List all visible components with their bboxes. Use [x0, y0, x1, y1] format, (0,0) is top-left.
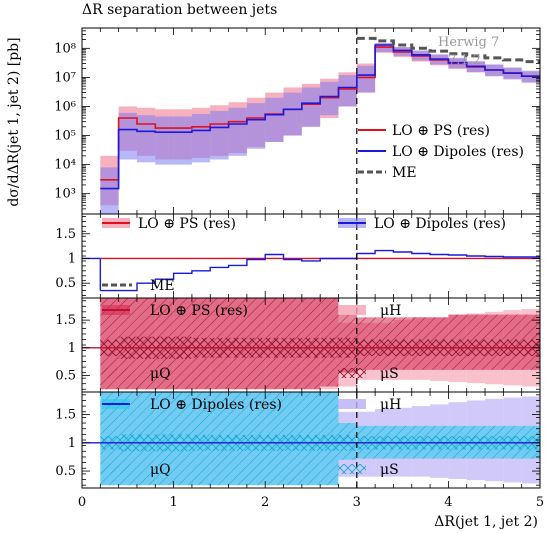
y-tick-label: 1: [68, 341, 76, 356]
main-band-1: [320, 81, 339, 116]
dipole-variations-panel: 0.5 1 1.5 LO ⊕ Dipoles (res) μH μQ μS 0 1 2 3 4 5: [55, 391, 544, 510]
ratio-dipoles-step: [100, 249, 540, 292]
legend-label: LO ⊕ Dipoles (res): [392, 144, 524, 160]
x-tick-label: 5: [536, 495, 544, 510]
main-band-1: [356, 65, 376, 93]
y-tick-label: 10⁵: [54, 129, 76, 144]
legend-mu-s-swatch: [338, 368, 366, 378]
legend-label: LO ⊕ Dipoles (res): [150, 397, 282, 413]
main-band-1: [228, 107, 247, 156]
main-panel: 10³ 10⁴ 10⁵ 10⁶ 10⁷ 10⁸ Herwig 7 7.1.2 LO ⊕ PS (…: [54, 27, 541, 215]
legend-mu-h-swatch: [338, 399, 366, 409]
legend-mu-q-swatch: [102, 464, 130, 474]
y-tick-label: 0.5: [55, 368, 76, 383]
legend-label: μH: [380, 397, 401, 413]
legend-label: μS: [380, 462, 399, 478]
legend-mu-s-swatch: [338, 464, 366, 474]
y-axis-label: dσ/dΔR(jet 1, jet 2) [pb]: [6, 37, 22, 206]
legend-label: μQ: [150, 366, 171, 382]
main-band-1: [283, 92, 302, 136]
y-tick-label: 1: [68, 251, 76, 266]
legend-label: ME: [392, 165, 417, 181]
ratio-panel: 0.5 1 1.5 LO ⊕ PS (res) LO ⊕ Dipoles (res) ME: [55, 213, 541, 299]
watermark-herwig: Herwig 7: [438, 35, 499, 50]
y-tick-label: 10³: [54, 187, 76, 202]
series-1: [100, 44, 540, 190]
main-band-1: [100, 167, 119, 214]
y-tick-label: 0.5: [55, 276, 76, 291]
main-band-1: [155, 116, 174, 165]
main-band-1: [173, 116, 192, 165]
y-tick-label: 10⁶: [54, 99, 76, 114]
y-tick-label: 0.5: [55, 464, 76, 479]
watermark-version: 7.1.2: [448, 53, 481, 68]
main-band-1: [136, 115, 156, 163]
legend-label: LO ⊕ PS (res): [392, 123, 490, 139]
legend-label: μQ: [150, 462, 171, 478]
legend-label: LO ⊕ PS (res): [150, 303, 248, 319]
y-tick-label: 1: [68, 436, 76, 451]
main-band-1: [301, 87, 321, 127]
y-tick-label: 10⁷: [54, 70, 76, 85]
legend-label: μS: [380, 366, 399, 382]
legend-label: LO ⊕ PS (res): [138, 216, 236, 232]
legend-mu-q-swatch: [102, 368, 130, 378]
x-tick-label: 0: [78, 495, 86, 510]
chart-title: ΔR separation between jets: [82, 2, 277, 18]
legend-label: μH: [380, 303, 401, 319]
y-tick-label: 1.5: [55, 408, 76, 423]
main-band-1: [338, 75, 357, 107]
series-me: [356, 36, 540, 64]
x-tick-label: 4: [444, 495, 452, 510]
main-band-1: [118, 112, 137, 160]
legend-label: LO ⊕ Dipoles (res): [374, 216, 506, 232]
legend-label: ME: [150, 278, 175, 294]
ps-variations-panel: 0.5 1 1.5 LO ⊕ PS (res) μH μQ μS: [55, 297, 541, 393]
main-band-1: [210, 110, 229, 160]
main-band-1: [191, 114, 211, 163]
main-band-1: [246, 103, 266, 149]
main-band-1: [265, 97, 284, 142]
x-axis-label: ΔR(jet 1, jet 2): [434, 514, 538, 530]
y-tick-label: 1.5: [55, 227, 76, 242]
x-tick-label: 3: [353, 495, 361, 510]
y-tick-label: 10⁸: [54, 41, 76, 56]
x-tick-label: 2: [261, 495, 269, 510]
y-tick-label: 1.5: [55, 313, 76, 328]
legend-mu-h-swatch: [338, 305, 366, 315]
y-tick-label: 10⁴: [54, 158, 76, 173]
x-tick-label: 1: [169, 495, 177, 510]
